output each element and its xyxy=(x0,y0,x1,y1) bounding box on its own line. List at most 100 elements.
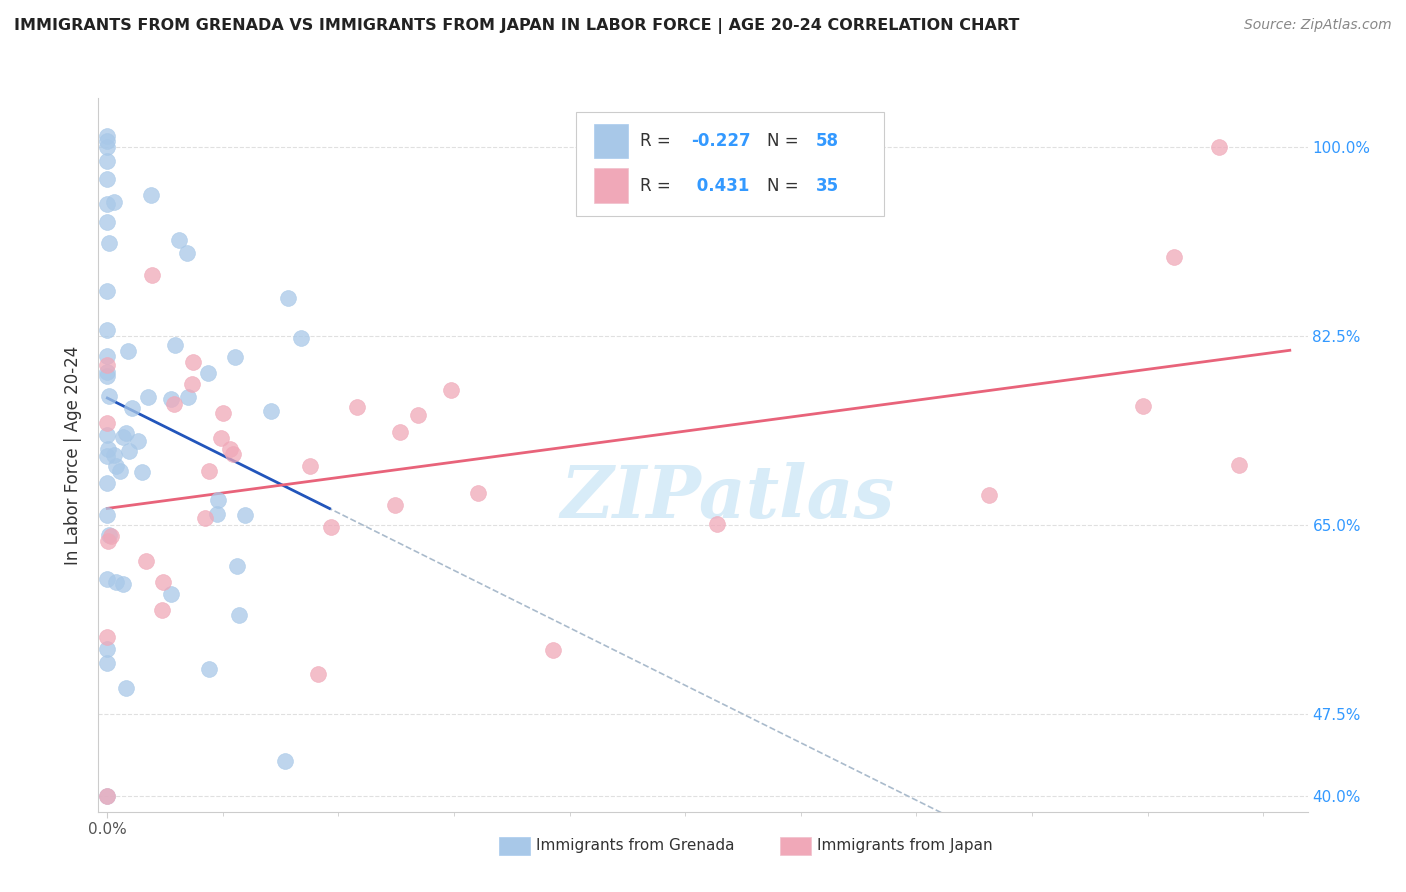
Point xyxy=(222,447,245,461)
Point xyxy=(408,408,430,422)
Point xyxy=(290,331,312,345)
Point xyxy=(212,406,235,420)
Point xyxy=(96,476,118,491)
Text: -0.227: -0.227 xyxy=(690,132,751,150)
Point xyxy=(96,789,118,803)
Point xyxy=(319,520,342,534)
Point xyxy=(100,529,122,543)
Point xyxy=(108,464,131,478)
Point xyxy=(96,358,118,372)
Point xyxy=(307,667,329,681)
Point xyxy=(1132,399,1154,413)
Point xyxy=(104,458,127,473)
Point xyxy=(105,575,128,590)
Point xyxy=(117,444,139,458)
Point xyxy=(228,607,250,622)
Point xyxy=(96,789,118,803)
Point xyxy=(198,662,221,676)
Point xyxy=(96,630,118,644)
Point xyxy=(96,572,118,586)
Point xyxy=(98,235,121,250)
Point xyxy=(96,284,118,298)
Point xyxy=(150,602,173,616)
Text: IMMIGRANTS FROM GRENADA VS IMMIGRANTS FROM JAPAN IN LABOR FORCE | AGE 20-24 CORR: IMMIGRANTS FROM GRENADA VS IMMIGRANTS FR… xyxy=(14,18,1019,34)
Text: Immigrants from Grenada: Immigrants from Grenada xyxy=(536,838,734,853)
Point xyxy=(98,528,121,542)
Point xyxy=(103,195,125,210)
Point xyxy=(103,448,125,462)
Point xyxy=(96,508,118,523)
Point xyxy=(298,459,321,474)
Point xyxy=(167,233,190,247)
Point xyxy=(98,389,121,403)
Point xyxy=(96,349,118,363)
Point xyxy=(177,390,200,404)
Point xyxy=(96,416,118,430)
Point xyxy=(96,449,118,463)
FancyBboxPatch shape xyxy=(576,112,884,216)
Text: N =: N = xyxy=(768,177,804,194)
Point xyxy=(1208,140,1230,154)
Point xyxy=(96,172,118,186)
Point xyxy=(96,427,118,442)
Point xyxy=(96,154,118,169)
Point xyxy=(160,586,183,600)
Point xyxy=(388,425,411,440)
Point xyxy=(111,430,134,444)
Text: Immigrants from Japan: Immigrants from Japan xyxy=(817,838,993,853)
Point xyxy=(127,434,149,448)
Point xyxy=(706,517,728,532)
Point xyxy=(1163,251,1185,265)
Text: ZIPatlas: ZIPatlas xyxy=(560,462,894,533)
Point xyxy=(96,197,118,211)
Text: R =: R = xyxy=(640,132,676,150)
Point xyxy=(112,577,135,591)
Point xyxy=(198,464,221,478)
Point xyxy=(346,400,368,414)
Point xyxy=(96,140,118,154)
Point xyxy=(176,246,198,260)
FancyBboxPatch shape xyxy=(595,124,628,159)
Point xyxy=(163,397,186,411)
Point xyxy=(96,364,118,378)
Point xyxy=(225,559,247,574)
Point xyxy=(121,401,143,416)
Point xyxy=(165,338,187,352)
Point xyxy=(96,134,118,148)
Point xyxy=(977,488,1000,502)
Point xyxy=(384,499,406,513)
Point xyxy=(211,431,233,445)
Text: R =: R = xyxy=(640,177,676,194)
Point xyxy=(233,508,256,522)
Point xyxy=(277,291,299,305)
Point xyxy=(224,350,246,364)
Text: 58: 58 xyxy=(815,132,838,150)
Point xyxy=(114,681,136,695)
Point xyxy=(96,128,118,143)
Text: 0.431: 0.431 xyxy=(690,177,749,194)
Point xyxy=(207,493,229,508)
Point xyxy=(193,510,215,524)
Point xyxy=(160,392,183,407)
Point xyxy=(96,656,118,670)
Point xyxy=(218,442,240,456)
Point xyxy=(135,554,157,568)
Point xyxy=(274,754,297,768)
Point xyxy=(180,376,202,391)
Point xyxy=(543,643,565,657)
Text: 35: 35 xyxy=(815,177,838,194)
Point xyxy=(96,322,118,336)
Point xyxy=(115,426,138,441)
Point xyxy=(141,268,163,283)
Text: N =: N = xyxy=(768,132,804,150)
Point xyxy=(181,355,204,369)
Y-axis label: In Labor Force | Age 20-24: In Labor Force | Age 20-24 xyxy=(65,345,83,565)
Point xyxy=(439,383,461,397)
Point xyxy=(117,343,139,358)
Point xyxy=(260,404,283,418)
Text: Source: ZipAtlas.com: Source: ZipAtlas.com xyxy=(1244,18,1392,32)
Point xyxy=(96,369,118,384)
Point xyxy=(139,188,162,202)
Point xyxy=(96,215,118,229)
FancyBboxPatch shape xyxy=(595,169,628,202)
